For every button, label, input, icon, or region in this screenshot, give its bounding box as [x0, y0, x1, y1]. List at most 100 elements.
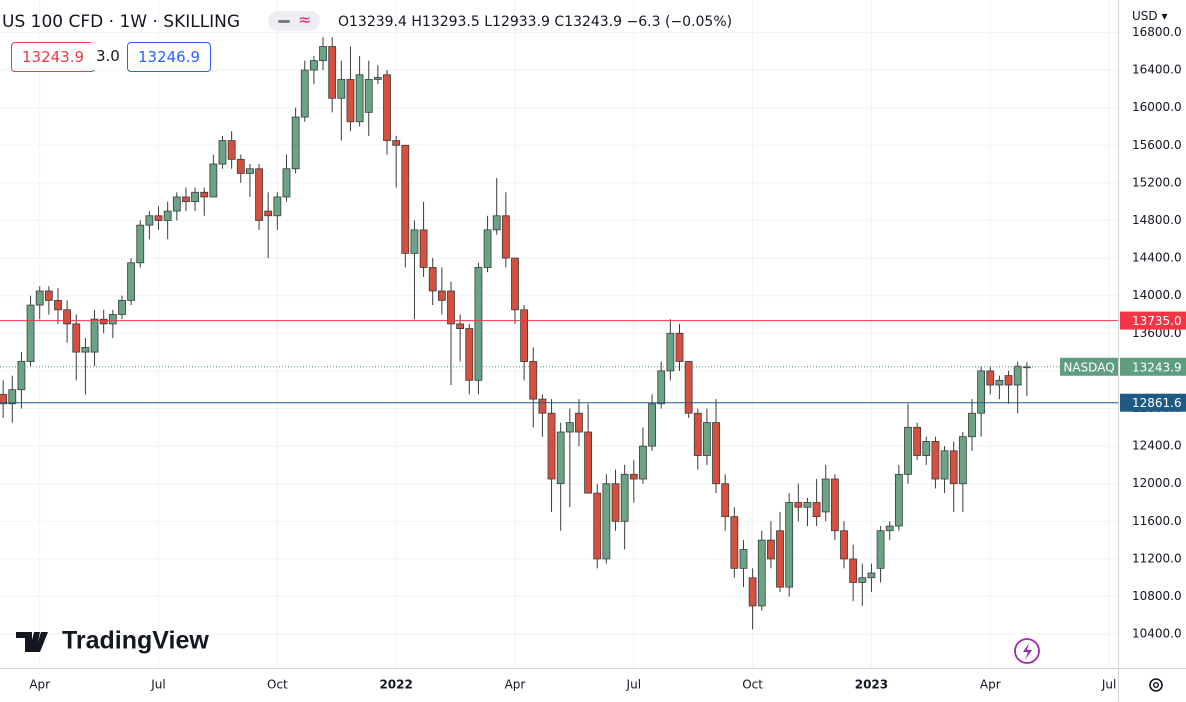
up-candle-body	[136, 224, 145, 264]
x-tick-label: Jul	[626, 678, 641, 692]
up-candle-body	[309, 60, 318, 71]
down-candle-body	[520, 309, 529, 362]
down-candle-body	[383, 74, 391, 141]
close-value: C13243.9	[554, 14, 623, 30]
up-candle-body	[282, 168, 291, 198]
down-candle-body	[684, 361, 693, 414]
up-candle-body	[35, 290, 44, 306]
up-candle-body	[657, 370, 666, 405]
up-candle-body	[163, 210, 172, 221]
down-candle-body	[63, 309, 72, 325]
down-candle-body	[0, 394, 8, 405]
down-candle-body	[593, 492, 602, 560]
up-candle-body	[209, 163, 218, 198]
down-candle-body	[200, 191, 209, 198]
y-tick-label: 11200.0	[1132, 551, 1182, 565]
up-candle-body	[958, 436, 967, 485]
down-candle-body	[401, 144, 410, 254]
down-candle-body	[931, 441, 940, 480]
y-tick-label: 12000.0	[1132, 476, 1182, 490]
down-candle-body	[830, 478, 839, 532]
last-price-label: 13243.9	[1132, 360, 1182, 374]
up-candle-body	[81, 346, 90, 353]
settings-button[interactable]	[1149, 678, 1163, 692]
ohlc-legend: O13239.4 H13293.5 L12933.9 C13243.9 −6.3…	[338, 14, 732, 30]
up-candle-body	[26, 304, 35, 362]
up-candle-body	[885, 525, 894, 532]
open-value: O13239.4	[338, 14, 407, 30]
down-candle-body	[511, 257, 519, 311]
down-candle-body	[264, 210, 273, 217]
up-candle-body	[556, 431, 565, 485]
down-candle-body	[721, 483, 730, 518]
x-tick-label: Apr	[505, 678, 526, 692]
x-tick-label: Apr	[29, 678, 50, 692]
down-candle-body	[465, 328, 474, 381]
down-candle-body	[72, 323, 81, 353]
up-candle-body	[191, 191, 199, 203]
price-tag-label: 12861.6	[1132, 396, 1182, 410]
up-candle-body	[355, 74, 364, 123]
series-name: NASDAQ	[1063, 360, 1114, 374]
sell-button[interactable]: 13243.9	[11, 42, 96, 72]
down-candle-body	[693, 412, 702, 456]
up-candle-body	[858, 577, 867, 583]
up-candle-body	[639, 445, 647, 480]
down-candle-body	[913, 426, 922, 456]
last-price-tag	[1120, 357, 1186, 376]
up-candle-body	[904, 426, 912, 475]
logo: TradingView	[16, 627, 209, 655]
down-candle-body	[346, 79, 355, 123]
down-candle-body	[236, 158, 245, 174]
down-candle-body	[730, 516, 739, 569]
down-candle-body	[812, 502, 821, 518]
up-candle-body	[666, 332, 675, 372]
down-candle-body	[437, 290, 446, 301]
down-candle-body	[629, 473, 638, 480]
symbol-title: US 100 CFD · 1W · SKILLING	[2, 12, 241, 32]
up-candle-body	[922, 441, 931, 456]
spread: 3.0	[88, 42, 128, 70]
up-candle-body	[291, 116, 300, 170]
up-candle-body	[246, 168, 254, 174]
up-candle-body	[648, 403, 656, 447]
up-candle-body	[8, 389, 17, 405]
down-candle-body	[99, 318, 108, 325]
up-candle-body	[602, 483, 611, 560]
up-candle-body	[17, 361, 26, 391]
grid	[0, 0, 1118, 668]
down-candle-body	[584, 431, 592, 494]
up-candle-body	[483, 229, 492, 268]
down-candle-body	[611, 483, 620, 522]
down-candle-body	[949, 450, 958, 485]
down-candle-body	[575, 412, 583, 433]
price-tag	[1120, 311, 1186, 330]
up-candle-body	[1013, 365, 1022, 386]
replay-button[interactable]	[1014, 638, 1040, 664]
up-candle-body	[492, 215, 501, 231]
up-candle-body	[172, 196, 181, 212]
y-tick-label: 16800.0	[1132, 25, 1182, 39]
currency-selector[interactable]: USD ▾	[1132, 9, 1168, 23]
y-tick-label: 15200.0	[1132, 175, 1182, 189]
down-candle-body	[529, 361, 538, 400]
down-candle-body	[227, 140, 236, 160]
down-candle-body	[767, 539, 775, 560]
indicator-toggle[interactable]: ≈	[268, 10, 320, 31]
down-candle-body	[54, 299, 62, 311]
down-candle-body	[447, 290, 455, 325]
x-tick-label: Oct	[267, 678, 288, 692]
up-candle-body	[118, 299, 126, 315]
series-name-tag	[1060, 357, 1118, 376]
down-candle-body	[712, 422, 720, 485]
x-tick-label: Jul	[1101, 678, 1116, 692]
down-candle-body	[986, 370, 995, 386]
low-value: L12933.9	[484, 14, 550, 30]
buy-button[interactable]: 13246.9	[127, 42, 212, 72]
x-tick-label: 2022	[379, 678, 412, 692]
down-candle-body	[776, 530, 784, 588]
up-candle-body	[373, 77, 382, 80]
up-candle-body	[218, 140, 227, 165]
